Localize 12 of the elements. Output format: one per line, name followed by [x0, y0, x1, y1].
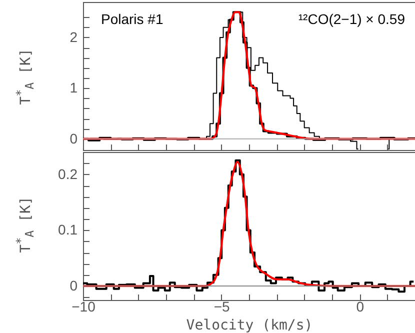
- y-tick-label: 0.2: [58, 166, 78, 182]
- annotation: Polaris #1: [101, 11, 164, 27]
- y-tick-label: 2: [70, 28, 78, 45]
- y-tick-label: 1: [70, 80, 78, 96]
- annotation: ¹²CO(2−1) × 0.59: [298, 11, 406, 27]
- x-axis-title: Velocity (km/s): [186, 318, 313, 333]
- y-tick-label: 0: [70, 278, 78, 294]
- x-tick-label: 0: [356, 298, 364, 314]
- x-tick-label: −5: [214, 298, 230, 314]
- y-tick-label: 0.1: [58, 222, 78, 238]
- x-tick-label: −10: [72, 298, 96, 314]
- y-tick-label: 0: [70, 130, 78, 146]
